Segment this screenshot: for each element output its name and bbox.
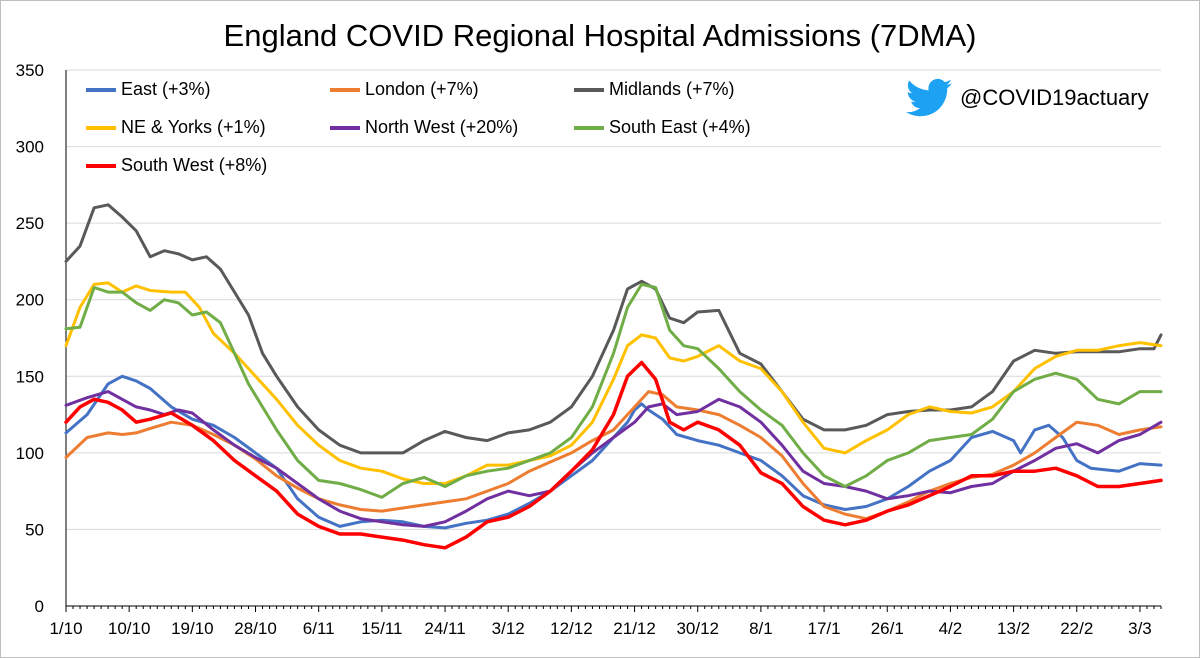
x-tick-labels: 1/10 10/10 19/10 28/10 6/11 15/11 24/11 3/12 12/… <box>49 619 1151 638</box>
legend-swatch <box>86 163 116 168</box>
y-tick-label: 100 <box>16 444 44 463</box>
legend-item-midlands: Midlands (+7%) <box>574 79 735 100</box>
x-tick-label: 6/11 <box>303 619 335 638</box>
legend-label: South East (+4%) <box>609 117 751 137</box>
x-tick-label: 17/1 <box>808 619 841 638</box>
legend-swatch <box>330 87 360 92</box>
legend-swatch <box>330 125 360 130</box>
y-tick-labels: 0 50 100 150 200 250 300 350 <box>16 61 44 616</box>
legend-label: North West (+20%) <box>365 117 519 137</box>
legend-swatch <box>574 87 604 92</box>
legend-swatch <box>86 125 116 130</box>
x-tick-label: 26/1 <box>871 619 904 638</box>
series-line-midlands <box>64 203 1163 455</box>
y-tick-label: 200 <box>16 291 44 310</box>
x-tick-label: 10/10 <box>108 619 151 638</box>
legend-item-ne-yorks: NE & Yorks (+1%) <box>86 117 266 138</box>
chart-title: England COVID Regional Hospital Admissio… <box>223 18 977 53</box>
gridlines <box>66 69 1161 530</box>
series-lines <box>64 203 1163 550</box>
y-tick-label: 350 <box>16 61 44 80</box>
legend-label: NE & Yorks (+1%) <box>121 117 266 137</box>
legend-item-london: London (+7%) <box>330 79 479 100</box>
x-tick-label: 28/10 <box>234 619 277 638</box>
x-tick-label: 1/10 <box>49 619 82 638</box>
x-tick-label: 21/12 <box>613 619 656 638</box>
legend-swatch <box>86 87 116 92</box>
x-tick-label: 24/11 <box>424 619 465 638</box>
legend-label: Midlands (+7%) <box>609 79 735 99</box>
y-tick-label: 50 <box>25 520 44 539</box>
twitter-handle: @COVID19actuary <box>906 78 1149 118</box>
series-line-south-west <box>64 360 1163 550</box>
series-line-east <box>64 374 1163 530</box>
y-tick-label: 250 <box>16 214 44 233</box>
x-tick-label: 12/12 <box>550 619 593 638</box>
legend-item-east: East (+3%) <box>86 79 211 100</box>
series-line-south-east <box>64 282 1163 499</box>
legend-label: South West (+8%) <box>121 155 268 175</box>
x-tick-label: 30/12 <box>676 619 719 638</box>
x-tick-label: 3/12 <box>492 619 525 638</box>
x-tick-label: 15/11 <box>361 619 402 638</box>
legend-label: East (+3%) <box>121 79 211 99</box>
legend-label: London (+7%) <box>365 79 479 99</box>
x-tick-label: 19/10 <box>171 619 214 638</box>
x-tick-label: 22/2 <box>1060 619 1093 638</box>
x-tick-label: 3/3 <box>1128 619 1152 638</box>
twitter-handle-text: @COVID19actuary <box>960 85 1149 110</box>
y-tick-label: 300 <box>16 138 44 157</box>
y-tick-label: 150 <box>16 367 44 386</box>
series-line-ne-yorks <box>64 281 1163 485</box>
twitter-bird-icon <box>906 78 952 117</box>
axes <box>65 70 1162 612</box>
y-tick-label: 0 <box>35 597 44 616</box>
legend-item-north-west: North West (+20%) <box>330 117 518 138</box>
x-tick-label: 4/2 <box>939 619 963 638</box>
legend-swatch <box>574 125 604 130</box>
x-tick-label: 8/1 <box>749 619 773 638</box>
x-tick-label: 13/2 <box>997 619 1030 638</box>
legend-item-south-west: South West (+8%) <box>86 155 267 176</box>
legend-item-south-east: South East (+4%) <box>574 117 751 138</box>
series-line-north-west <box>64 390 1163 528</box>
